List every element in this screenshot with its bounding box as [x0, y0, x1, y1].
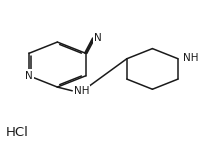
- Text: N: N: [94, 33, 101, 43]
- Text: NH: NH: [183, 53, 198, 63]
- Text: HCl: HCl: [6, 126, 29, 139]
- Text: N: N: [25, 71, 33, 81]
- Text: NH: NH: [74, 86, 89, 96]
